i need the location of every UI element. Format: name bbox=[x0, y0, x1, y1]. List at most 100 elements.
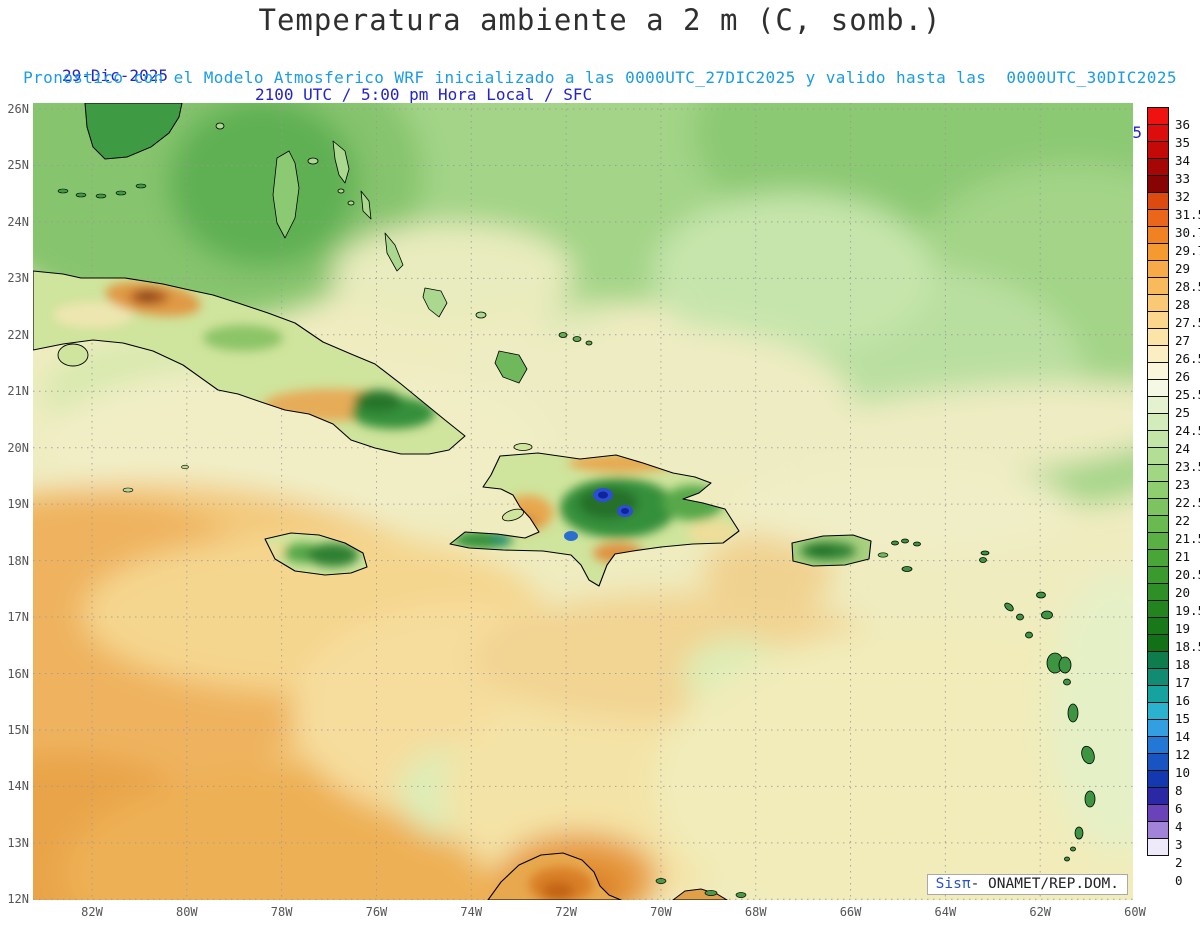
colorbar-segment bbox=[1147, 294, 1169, 312]
colorbar-segment bbox=[1147, 651, 1169, 669]
colorbar-tick-label: 25 bbox=[1175, 405, 1191, 420]
colorbar-segment bbox=[1147, 804, 1169, 822]
island-puerto-rico bbox=[791, 534, 889, 567]
colorbar-tick-label: 22 bbox=[1175, 513, 1191, 528]
colorbar-segment bbox=[1147, 753, 1169, 771]
lat-tick-label: 18N bbox=[7, 553, 29, 568]
colorbar-tick-label: 21.5 bbox=[1175, 531, 1200, 546]
colorbar-tick-label: 27.5 bbox=[1175, 315, 1200, 330]
florida-keys bbox=[57, 188, 69, 194]
lon-tick-label: 76W bbox=[365, 905, 388, 919]
watermark-box: Sisπ- ONAMET/REP.DOM. bbox=[926, 874, 1128, 895]
colorbar-tick-label: 19 bbox=[1175, 621, 1191, 636]
cold-mountain-spots bbox=[564, 488, 633, 541]
colorbar-segment bbox=[1147, 209, 1169, 227]
lat-tick-label: 21N bbox=[7, 384, 29, 399]
temperature-map bbox=[33, 103, 1133, 900]
isla-juventud bbox=[57, 343, 89, 367]
gonave-island bbox=[502, 508, 524, 522]
lon-tick-label: 62W bbox=[1029, 905, 1052, 919]
lat-tick-label: 24N bbox=[7, 214, 29, 229]
colorbar-segment bbox=[1147, 600, 1169, 618]
lon-tick-label: 80W bbox=[175, 905, 198, 919]
colorbar-segment bbox=[1147, 379, 1169, 397]
lat-tick-label: 19N bbox=[7, 497, 29, 512]
lon-tick-label: 82W bbox=[81, 905, 103, 919]
lon-tick-label: 60W bbox=[1124, 905, 1146, 919]
lon-tick-label: 74W bbox=[460, 905, 483, 919]
lat-tick-label: 22N bbox=[7, 327, 29, 342]
colorbar-segment bbox=[1147, 243, 1169, 261]
colorbar-segment bbox=[1147, 141, 1169, 159]
colorbar-segment bbox=[1147, 362, 1169, 380]
colorbar-segment bbox=[1147, 498, 1169, 516]
island-florida bbox=[57, 103, 183, 199]
colorbar-segment bbox=[1147, 549, 1169, 567]
watermark-org: ONAMET/REP.DOM. bbox=[988, 876, 1119, 892]
colorbar-segment bbox=[1147, 260, 1169, 278]
colorbar-tick-label: 23.5 bbox=[1175, 459, 1200, 474]
islands-lesser-antilles bbox=[891, 538, 1096, 890]
forecast-date: 29-Dic-2025 bbox=[62, 66, 168, 85]
colorbar-tick-label: 24 bbox=[1175, 441, 1191, 456]
colorbar-segment bbox=[1147, 464, 1169, 482]
colorbar-tick-label: 35 bbox=[1175, 135, 1191, 150]
colorbar-tick-label: 27 bbox=[1175, 333, 1191, 348]
lon-tick-label: 66W bbox=[839, 905, 862, 919]
colorbar-segment bbox=[1147, 277, 1169, 295]
colorbar-tick-label: 28 bbox=[1175, 297, 1191, 312]
colorbar-segment bbox=[1147, 838, 1169, 856]
colorbar-tick-label: 23 bbox=[1175, 477, 1191, 492]
lat-tick-label: 15N bbox=[7, 722, 29, 737]
colorbar-tick-label: 16 bbox=[1175, 693, 1191, 708]
colorbar-segment bbox=[1147, 158, 1169, 176]
lat-tick-label: 26N bbox=[7, 102, 29, 116]
colorbar-tick-label: 20 bbox=[1175, 585, 1191, 600]
colorbar-segment bbox=[1147, 226, 1169, 244]
colorbar-tick-label: 0 bbox=[1175, 873, 1183, 888]
colorbar-tick-label: 28.5 bbox=[1175, 279, 1200, 294]
lon-tick-label: 70W bbox=[650, 905, 672, 919]
colorbar-tick-label: 12 bbox=[1175, 747, 1191, 762]
vieques bbox=[877, 552, 889, 558]
colorbar-tick-label: 15 bbox=[1175, 711, 1191, 726]
lat-tick-label: 14N bbox=[7, 779, 29, 794]
colorbar-tick-label: 25.5 bbox=[1175, 387, 1200, 402]
valid-time: 2100 UTC / 5:00 pm Hora Local / SFC bbox=[255, 85, 593, 104]
colorbar-tick-label: 30.7 bbox=[1175, 225, 1200, 240]
colorbar-tick-label: 19.5 bbox=[1175, 603, 1200, 618]
colorbar-tick-label: 6 bbox=[1175, 801, 1183, 816]
colorbar-segment bbox=[1147, 736, 1169, 754]
colorbar-segment bbox=[1147, 702, 1169, 720]
colorbar-segment bbox=[1147, 668, 1169, 686]
colorbar-segment bbox=[1147, 532, 1169, 550]
watermark-brand: Sisπ bbox=[935, 876, 971, 892]
colorbar-tick-label: 21 bbox=[1175, 549, 1191, 564]
colorbar-segment bbox=[1147, 447, 1169, 465]
colorbar-tick-label: 29 bbox=[1175, 261, 1191, 276]
colorbar-segment bbox=[1147, 107, 1169, 125]
header-line-1: 29-Dic-2025 2100 UTC / 5:00 pm Hora Loca… bbox=[0, 47, 1200, 142]
colorbar-tick-label: 34 bbox=[1175, 153, 1191, 168]
islands-bahamas bbox=[215, 122, 593, 384]
colorbar-segment bbox=[1147, 821, 1169, 839]
colorbar-segment bbox=[1147, 124, 1169, 142]
model-info-line: Pronostico con el Modelo Atmosferico WRF… bbox=[23, 68, 1177, 87]
colorbar-segment bbox=[1147, 345, 1169, 363]
colorbar-segment bbox=[1147, 719, 1169, 737]
colorbar-segment bbox=[1147, 566, 1169, 584]
south-america-coast bbox=[487, 852, 747, 900]
colorbar-segment bbox=[1147, 515, 1169, 533]
page-title: Temperatura ambiente a 2 m (C, somb.) bbox=[258, 3, 942, 37]
colorbar-tick-label: 26 bbox=[1175, 369, 1191, 384]
bonaire bbox=[735, 892, 747, 898]
colorbar-tick-label: 24.5 bbox=[1175, 423, 1200, 438]
colorbar-tick-label: 4 bbox=[1175, 819, 1183, 834]
watermark-separator: - bbox=[970, 876, 989, 892]
lon-tick-label: 68W bbox=[744, 905, 767, 919]
colorbar-segment bbox=[1147, 481, 1169, 499]
lat-tick-label: 16N bbox=[7, 666, 29, 681]
colorbar-segment bbox=[1147, 311, 1169, 329]
island-cuba bbox=[33, 270, 466, 493]
aruba bbox=[655, 878, 667, 884]
